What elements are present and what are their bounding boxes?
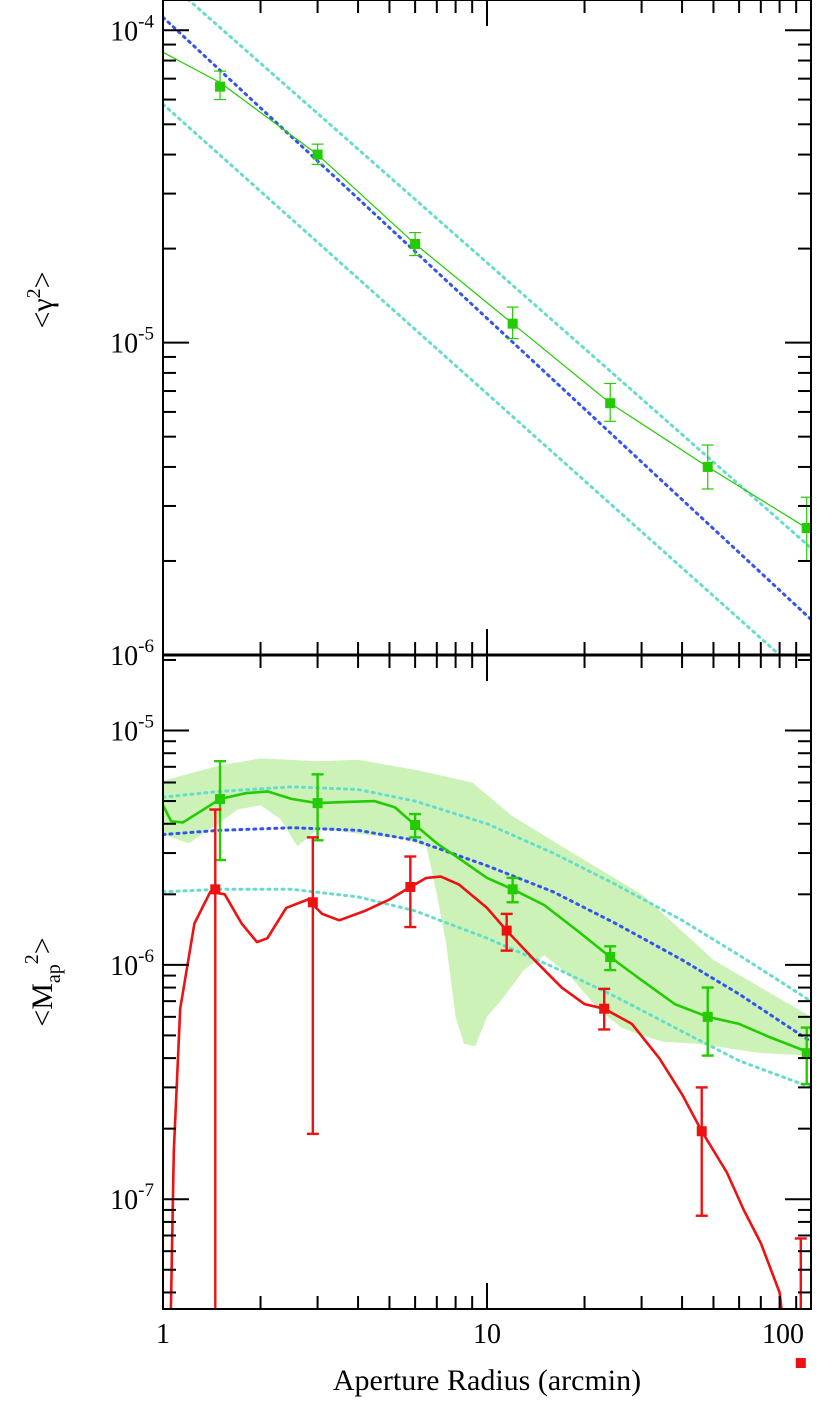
data-point xyxy=(215,81,226,92)
series-line-model-upper-bound xyxy=(186,0,811,550)
data-point xyxy=(405,881,416,892)
data-point xyxy=(312,149,323,160)
data-point xyxy=(507,318,518,329)
y-tick-label: 10-6 xyxy=(110,636,154,672)
x-tick-label: 100 xyxy=(762,1319,804,1350)
series-line-model-lower-bound xyxy=(163,887,811,1089)
x-tick-label: 1 xyxy=(156,1319,170,1350)
series-line-model-upper-bound xyxy=(163,785,811,1003)
y-axis-label-bottom: <Map2> xyxy=(21,937,65,1026)
data-point xyxy=(696,1126,707,1137)
data-point xyxy=(801,523,812,534)
data-point xyxy=(501,925,512,936)
data-point xyxy=(795,1358,806,1369)
series-line-b-mode xyxy=(169,875,783,1309)
x-tick-label: 10 xyxy=(473,1319,501,1350)
series-line-model-lower-bound xyxy=(163,102,782,655)
data-point xyxy=(210,884,221,895)
y-axis-label-top: <γ2> xyxy=(23,271,59,328)
data-point xyxy=(307,897,318,908)
series-line-model xyxy=(163,826,811,1044)
data-point xyxy=(410,238,421,249)
y-tick-label: 10-7 xyxy=(110,1180,154,1216)
error-bar xyxy=(209,808,222,1309)
error-bar xyxy=(306,836,319,1136)
x-axis-label: Aperture Radius (arcmin) xyxy=(333,1364,641,1397)
data-point xyxy=(599,1003,610,1014)
data-point xyxy=(312,798,323,809)
series-line-model xyxy=(163,15,811,621)
data-point xyxy=(410,820,421,831)
error-bar xyxy=(794,1237,807,1309)
y-tick-label: 10-4 xyxy=(110,11,154,47)
y-tick-label: 10-5 xyxy=(110,712,154,748)
y-tick-label: 10-6 xyxy=(110,946,154,982)
data-point xyxy=(507,884,518,895)
data-point xyxy=(215,794,226,805)
data-point xyxy=(702,461,713,472)
aperture-mass-panel: 10-5 10-6 10-7 <Map2> xyxy=(21,655,812,1369)
error-bar xyxy=(695,1086,708,1217)
series-line-measured-shear-variance xyxy=(163,51,811,532)
data-point xyxy=(605,952,616,963)
shear-variance-panel: 10-4 10-5 10-6 <γ2> xyxy=(23,0,812,672)
data-point xyxy=(605,398,616,409)
data-point xyxy=(702,1011,713,1022)
y-tick-label: 10-5 xyxy=(110,324,154,360)
data-point xyxy=(801,1048,812,1059)
